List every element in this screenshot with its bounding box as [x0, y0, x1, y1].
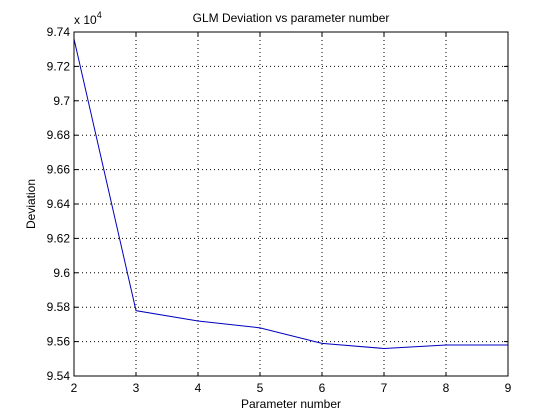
- y-tick-label: 9.72: [47, 59, 71, 73]
- y-tick-label: 9.56: [47, 335, 71, 349]
- chart-title: GLM Deviation vs parameter number: [193, 11, 390, 25]
- x-axis-label: Parameter number: [241, 397, 341, 411]
- x-tick-label: 2: [71, 381, 78, 395]
- x-tick-label: 4: [195, 381, 202, 395]
- x-tick-labels: 2 3 4 5 6 7 8 9: [71, 381, 512, 395]
- tick-marks: [73, 31, 509, 377]
- y-tick-label: 9.66: [47, 163, 71, 177]
- y-tick-label: 9.64: [47, 197, 71, 211]
- grid-lines: [74, 32, 508, 376]
- y-tick-label: 9.58: [47, 300, 71, 314]
- y-tick-label: 9.62: [47, 231, 71, 245]
- y-tick-label: 9.6: [53, 266, 70, 280]
- y-multiplier-base: x 10: [74, 13, 97, 27]
- y-tick-label: 9.74: [47, 25, 71, 39]
- y-tick-label: 9.68: [47, 128, 71, 142]
- x-tick-label: 6: [319, 381, 326, 395]
- series-line: [73, 38, 508, 349]
- y-tick-label: 9.7: [53, 94, 70, 108]
- series-layer: [73, 38, 508, 349]
- x-tick-label: 7: [381, 381, 388, 395]
- y-multiplier-exponent: 4: [97, 10, 102, 20]
- y-tick-labels: 9.54 9.56 9.58 9.6 9.62 9.64 9.66 9.68 9.7 9.72 9.…: [47, 25, 71, 383]
- x-tick-label: 3: [133, 381, 140, 395]
- x-tick-label: 8: [443, 381, 450, 395]
- y-tick-label: 9.54: [47, 369, 71, 383]
- x-tick-label: 5: [257, 381, 264, 395]
- x-tick-label: 9: [505, 381, 512, 395]
- y-axis-label: Deviation: [24, 179, 38, 229]
- y-multiplier: x 104: [74, 10, 102, 27]
